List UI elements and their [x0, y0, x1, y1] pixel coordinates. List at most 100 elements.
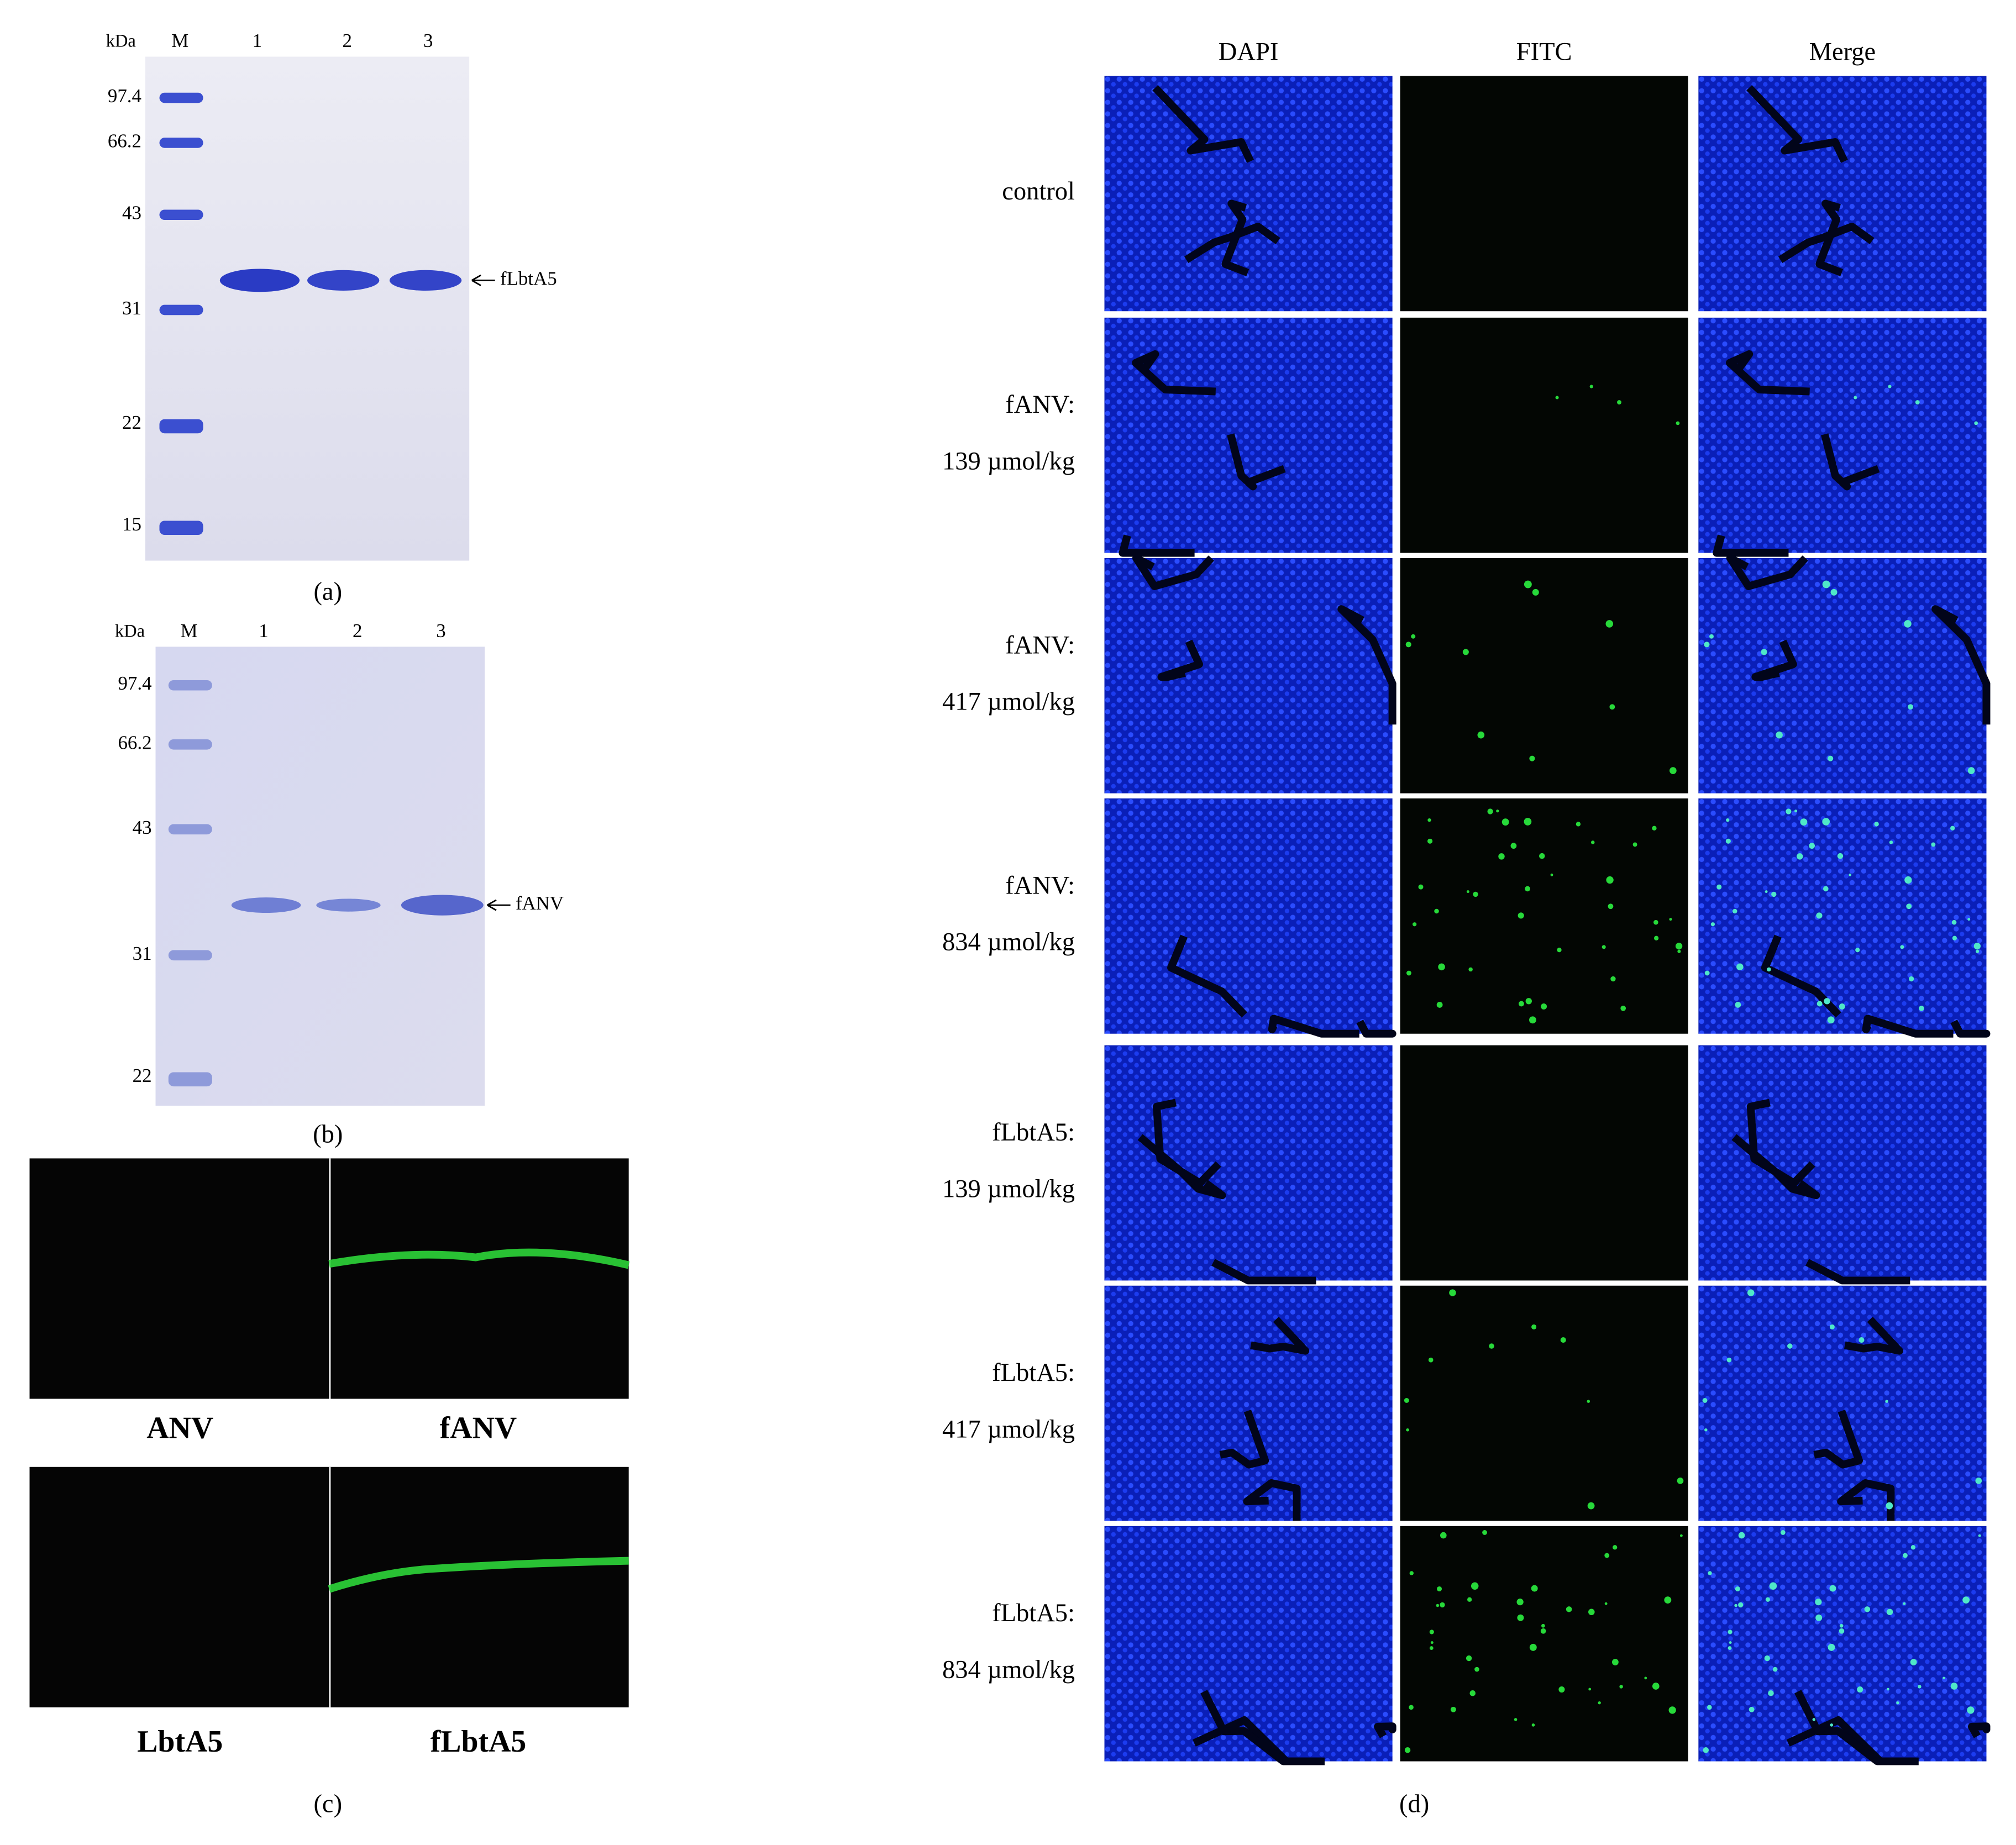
green-signal [1598, 1701, 1601, 1705]
green-signal [1587, 1400, 1590, 1403]
tissue-gap [1243, 1479, 1301, 1521]
micrograph-background [1698, 558, 1987, 793]
row-label: fANV: [1005, 631, 1075, 659]
green-signal [1589, 385, 1593, 388]
green-signal [1709, 634, 1714, 639]
lane-label: 3 [436, 620, 445, 642]
marker-band [159, 521, 203, 535]
green-signal [1617, 400, 1621, 405]
green-signal [1776, 731, 1783, 739]
green-signal [1482, 1530, 1487, 1535]
marker-label: 31 [122, 297, 141, 319]
row-label: 139 µmol/kg [942, 448, 1075, 476]
marker-label: 43 [133, 817, 152, 838]
green-signal [1436, 1002, 1443, 1008]
green-signal [1967, 918, 1971, 921]
green-signal [1812, 1718, 1816, 1721]
micrograph-background [1104, 1045, 1393, 1281]
green-signal [1679, 1534, 1683, 1537]
green-signal [1904, 876, 1912, 884]
protein-band [219, 269, 300, 292]
tissue-gap [1157, 639, 1203, 681]
green-signal [1576, 822, 1581, 827]
green-signal [1489, 1343, 1494, 1349]
green-signal [1974, 421, 1978, 425]
tissue-gap [1374, 1722, 1397, 1738]
green-signal [1827, 1016, 1835, 1024]
green-signal [1652, 826, 1657, 831]
green-signal [1409, 1705, 1414, 1710]
tissue-gap [1132, 554, 1215, 590]
tissue-gap [1815, 199, 1844, 277]
green-signal [1514, 1718, 1518, 1721]
protein-band [401, 895, 484, 916]
micrograph-background [1400, 798, 1688, 1034]
marker-band [168, 739, 212, 750]
column-header: FITC [1516, 38, 1572, 66]
green-signal [1703, 1747, 1709, 1753]
green-signal [1888, 385, 1892, 388]
micrograph-background [1698, 798, 1987, 1034]
green-signal [1830, 1723, 1834, 1727]
micrograph-background [1104, 1285, 1393, 1521]
green-signal [1747, 1289, 1755, 1296]
column-header: DAPI [1219, 38, 1279, 66]
image-label: fLbtA5 [431, 1725, 527, 1759]
tissue-gap [1250, 1317, 1310, 1355]
marker-band [159, 419, 203, 434]
lane-label: 1 [259, 620, 268, 642]
caption: (b) [313, 1121, 343, 1149]
micrograph-background [1698, 317, 1987, 553]
green-signal [1910, 1545, 1916, 1550]
micrograph [1400, 798, 1688, 1034]
micrograph [1104, 554, 1397, 793]
green-signal [1830, 588, 1838, 596]
row-label: 834 µmol/kg [942, 1656, 1075, 1684]
tissue-gap [1844, 1317, 1904, 1355]
green-signal [1815, 1614, 1823, 1621]
marker-band [168, 680, 212, 691]
green-signal [1780, 1530, 1786, 1535]
green-signal [1903, 1602, 1906, 1605]
arrow-head [471, 274, 481, 286]
green-signal [1434, 908, 1439, 914]
tissue-gap [1805, 1259, 1910, 1285]
green-signal [1918, 1685, 1922, 1689]
green-signal [1951, 919, 1957, 925]
green-signal [1816, 912, 1823, 919]
green-signal [1525, 998, 1532, 1005]
green-signal [1824, 998, 1830, 1005]
green-signal [1822, 818, 1830, 826]
green-signal [1525, 886, 1530, 892]
tissue-gap [1356, 1019, 1397, 1038]
green-signal [1736, 963, 1744, 971]
green-signal [1532, 588, 1539, 596]
micrograph-background [1104, 558, 1393, 793]
tissue-gap [1967, 1722, 1991, 1738]
green-signal [1733, 908, 1737, 914]
marker-band [159, 209, 203, 220]
micrograph-background [1400, 558, 1688, 793]
caption: (c) [313, 1790, 342, 1818]
green-signal [1437, 1586, 1442, 1592]
tissue-gap [1119, 534, 1195, 557]
tissue-gap [1746, 1098, 1815, 1187]
green-signal [1967, 1706, 1975, 1714]
row-label: fANV: [1005, 391, 1075, 419]
green-signal [1531, 1723, 1535, 1727]
green-signal [1466, 890, 1469, 893]
green-signal [1427, 838, 1433, 844]
green-signal [1644, 1676, 1647, 1680]
green-signal [1675, 943, 1683, 950]
green-signal [1413, 922, 1417, 927]
green-signal [1809, 843, 1815, 849]
marker-label: 97.4 [118, 672, 151, 694]
green-signal [1620, 1005, 1626, 1011]
green-signal [1524, 818, 1532, 826]
micrograph [1104, 1045, 1393, 1285]
green-signal [1854, 396, 1857, 400]
green-signal [1430, 1641, 1434, 1644]
green-signal [1857, 1686, 1863, 1693]
